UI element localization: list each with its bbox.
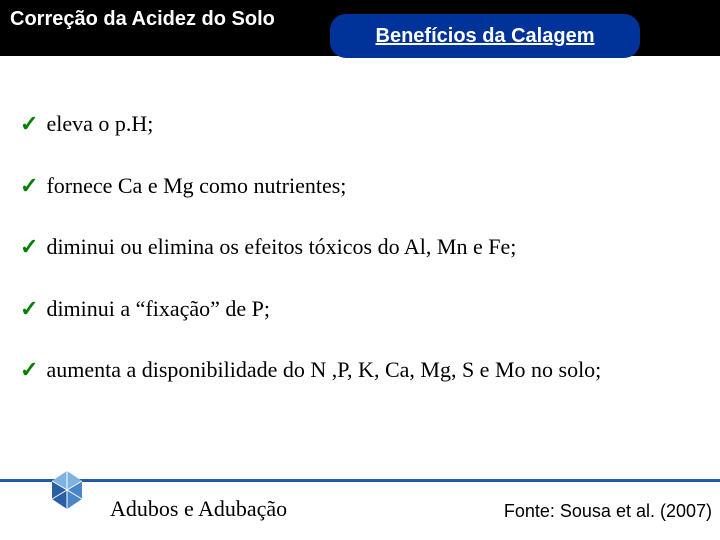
list-item: ✓ eleva o p.H; xyxy=(20,110,700,138)
list-item: ✓ diminui a “fixação” de P; xyxy=(20,295,700,323)
footer-divider xyxy=(0,479,720,482)
footer-title: Adubos e Adubação xyxy=(110,496,287,522)
slide-subtitle: Benefícios da Calagem xyxy=(376,25,595,48)
footer-source: Fonte: Sousa et al. (2007) xyxy=(504,501,712,522)
globe-icon xyxy=(40,467,94,520)
bullet-text: aumenta a disponibilidade do N ,P, K, Ca… xyxy=(46,356,601,384)
subtitle-pill: Benefícios da Calagem xyxy=(330,14,640,58)
bullet-text: fornece Ca e Mg como nutrientes; xyxy=(46,172,346,200)
bullet-list: ✓ eleva o p.H; ✓ fornece Ca e Mg como nu… xyxy=(20,110,700,418)
list-item: ✓ diminui ou elimina os efeitos tóxicos … xyxy=(20,233,700,261)
check-icon: ✓ xyxy=(20,110,38,138)
slide-topic-title: Correção da Acidez do Solo xyxy=(10,8,275,31)
bullet-text: diminui a “fixação” de P; xyxy=(46,295,270,323)
check-icon: ✓ xyxy=(20,172,38,200)
bullet-text: eleva o p.H; xyxy=(46,110,153,138)
bullet-text: diminui ou elimina os efeitos tóxicos do… xyxy=(46,233,516,261)
check-icon: ✓ xyxy=(20,356,38,384)
list-item: ✓ fornece Ca e Mg como nutrientes; xyxy=(20,172,700,200)
check-icon: ✓ xyxy=(20,233,38,261)
check-icon: ✓ xyxy=(20,295,38,323)
list-item: ✓ aumenta a disponibilidade do N ,P, K, … xyxy=(20,356,700,384)
